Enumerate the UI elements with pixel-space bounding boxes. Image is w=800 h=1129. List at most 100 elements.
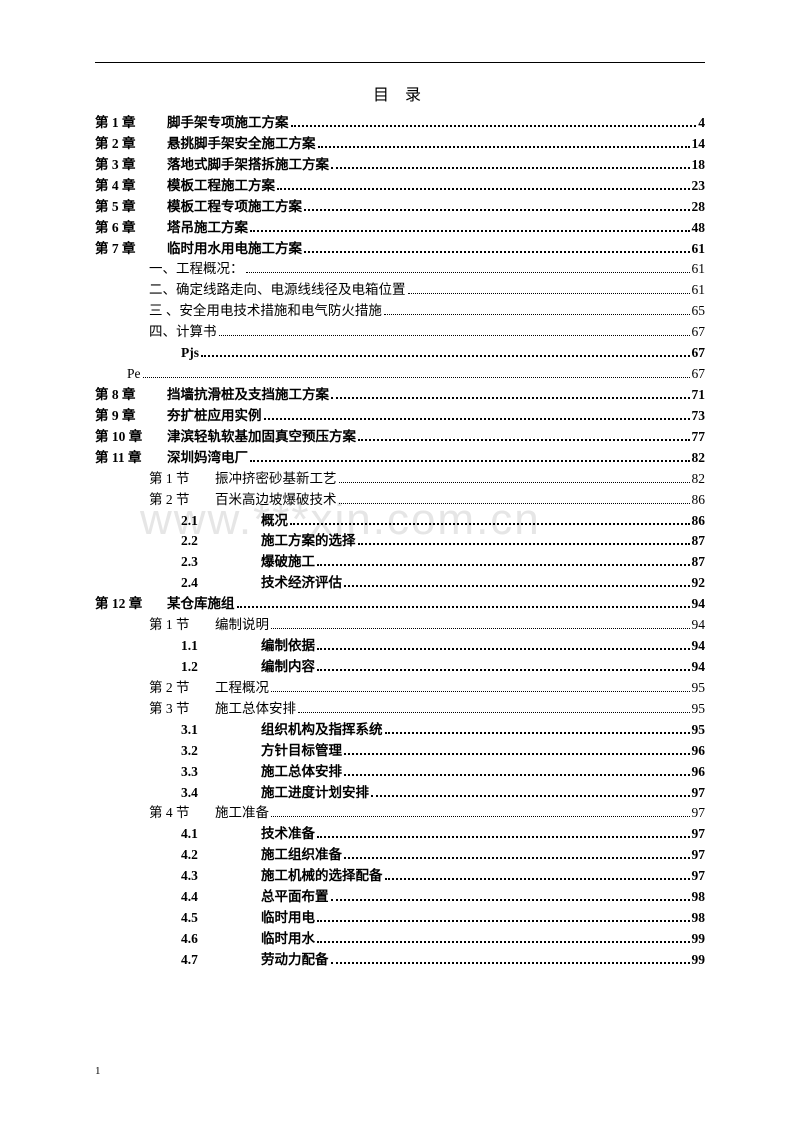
- toc-entry-page: 18: [692, 155, 706, 176]
- toc-entry: 四、计算书67: [95, 322, 705, 343]
- toc-entry: 4.6临时用水99: [95, 929, 705, 950]
- toc-entry-title: 挡墙抗滑桩及支挡施工方案: [167, 385, 329, 406]
- toc-entry-label: 第 11 章: [95, 448, 167, 469]
- toc-entry: 第 1 节振冲挤密砂基新工艺82: [95, 469, 705, 490]
- toc-leader-dots: [344, 774, 690, 776]
- toc-entry-title: 技术准备: [261, 824, 315, 845]
- toc-leader-dots: [317, 669, 690, 671]
- content-area: 目 录 第 1 章脚手架专项施工方案4第 2 章悬挑脚手架安全施工方案14第 3…: [95, 62, 705, 971]
- toc-entry: 三 、安全用电技术措施和电气防火措施65: [95, 301, 705, 322]
- toc-leader-dots: [271, 691, 690, 692]
- toc-leader-dots: [339, 482, 690, 483]
- toc-entry: Pjs67: [95, 343, 705, 364]
- toc-entry-page: 82: [692, 448, 706, 469]
- toc-entry-page: 71: [692, 385, 706, 406]
- toc-entry: 1.2编制内容94: [95, 657, 705, 678]
- toc-entry: 第 4 章模板工程施工方案23: [95, 176, 705, 197]
- toc-leader-dots: [331, 962, 690, 964]
- toc-title: 目 录: [95, 81, 705, 105]
- toc-entry: 一、工程概况：61: [95, 259, 705, 280]
- toc-entry-label: 第 6 章: [95, 218, 167, 239]
- toc-entry-title: 组织机构及指挥系统: [261, 720, 383, 741]
- toc-entry-title: 编制依据: [261, 636, 315, 657]
- toc-entry-page: 94: [692, 615, 706, 636]
- toc-leader-dots: [143, 377, 690, 378]
- toc-entry-title: 爆破施工: [261, 552, 315, 573]
- toc-leader-dots: [298, 712, 690, 713]
- toc-leader-dots: [358, 439, 690, 441]
- toc-leader-dots: [271, 628, 690, 629]
- toc-entry-title: 落地式脚手架搭拆施工方案: [167, 155, 329, 176]
- toc-entry: 4.4总平面布置98: [95, 887, 705, 908]
- toc-entry-page: 61: [692, 239, 706, 260]
- toc-entry-page: 86: [692, 490, 706, 511]
- toc-entry: 3.4施工进度计划安排97: [95, 783, 705, 804]
- toc-entry-label: 2.2: [181, 531, 261, 552]
- toc-entry-page: 97: [692, 845, 706, 866]
- toc-entry-title: 工程概况: [215, 678, 269, 699]
- toc-entry-label: 2.4: [181, 573, 261, 594]
- toc-entry-page: 67: [692, 364, 706, 385]
- toc-entry-label: 4.1: [181, 824, 261, 845]
- toc-leader-dots: [264, 418, 690, 420]
- toc-entry-page: 77: [692, 427, 706, 448]
- toc-entry: 第 11 章深圳妈湾电厂 82: [95, 448, 705, 469]
- toc-leader-dots: [317, 941, 690, 943]
- toc-entry-title: 施工总体安排: [215, 699, 296, 720]
- toc-entry-label: 第 4 章: [95, 176, 167, 197]
- toc-entry: 2.2施工方案的选择 87: [95, 531, 705, 552]
- toc-entry: 3.2方针目标管理96: [95, 741, 705, 762]
- toc-entry-title: 施工方案的选择: [261, 531, 356, 552]
- toc-leader-dots: [250, 230, 690, 232]
- toc-entry-label: 第 2 节: [149, 678, 215, 699]
- toc-entry-title: 劳动力配备: [261, 950, 329, 971]
- toc-entry-label: 第 4 节: [149, 803, 215, 824]
- toc-entry-page: 82: [692, 469, 706, 490]
- toc-entry-page: 95: [692, 678, 706, 699]
- toc-entry: 第 3 节施工总体安排95: [95, 699, 705, 720]
- toc-entry: 第 10 章津滨轻轨软基加固真空预压方案77: [95, 427, 705, 448]
- toc-entry-label: 第 1 节: [149, 615, 215, 636]
- toc-leader-dots: [317, 920, 690, 922]
- toc-leader-dots: [331, 167, 690, 169]
- toc-entry-page: 96: [692, 762, 706, 783]
- toc-entry: 第 2 章悬挑脚手架安全施工方案14: [95, 134, 705, 155]
- toc-entry-title: 方针目标管理: [261, 741, 342, 762]
- toc-entry-label: 第 9 章: [95, 406, 167, 427]
- toc-entry-page: 14: [692, 134, 706, 155]
- toc-entry-page: 92: [692, 573, 706, 594]
- toc-entry-title: 编制说明: [215, 615, 269, 636]
- toc-entry-page: 87: [692, 531, 706, 552]
- toc-entry-title: 深圳妈湾电厂: [167, 448, 248, 469]
- toc-entry: 2.4技术经济评估92: [95, 573, 705, 594]
- toc-entry-label: 3.4: [181, 783, 261, 804]
- toc-entry: 第 3 章落地式脚手架搭拆施工方案18: [95, 155, 705, 176]
- toc-entry-label: 4.3: [181, 866, 261, 887]
- toc-entry: 第 6 章塔吊施工方案48: [95, 218, 705, 239]
- toc-leader-dots: [271, 816, 690, 817]
- toc-entry-title: 二、确定线路走向、电源线线径及电箱位置: [149, 280, 406, 301]
- toc-leader-dots: [290, 523, 690, 525]
- toc-entry-page: 95: [692, 699, 706, 720]
- toc-entry-title: 百米高边坡爆破技术: [215, 490, 337, 511]
- toc-entry: 4.7劳动力配备 99: [95, 950, 705, 971]
- page: www.***xin.com.cn 目 录 第 1 章脚手架专项施工方案4第 2…: [0, 0, 800, 1129]
- toc-entry: 第 2 节工程概况 95: [95, 678, 705, 699]
- toc-entry-label: 4.7: [181, 950, 261, 971]
- toc-entry-title: 悬挑脚手架安全施工方案: [167, 134, 316, 155]
- toc-entry-title: 施工准备: [215, 803, 269, 824]
- toc-entry: 1.1编制依据94: [95, 636, 705, 657]
- toc-entry: 第 9 章夯扩桩应用实例73: [95, 406, 705, 427]
- toc-entry-page: 61: [692, 280, 706, 301]
- toc-leader-dots: [385, 878, 690, 880]
- toc-entry-label: 4.6: [181, 929, 261, 950]
- toc-entry: 第 12 章某仓库施组94: [95, 594, 705, 615]
- toc-entry-page: 97: [692, 803, 706, 824]
- toc-entry-page: 94: [692, 636, 706, 657]
- toc-entry-page: 67: [692, 343, 706, 364]
- toc-entry-title: 施工进度计划安排: [261, 783, 369, 804]
- toc-entry-title: 某仓库施组: [167, 594, 235, 615]
- toc-entry-page: 99: [692, 950, 706, 971]
- toc-entry-label: 3.1: [181, 720, 261, 741]
- toc-leader-dots: [291, 125, 697, 127]
